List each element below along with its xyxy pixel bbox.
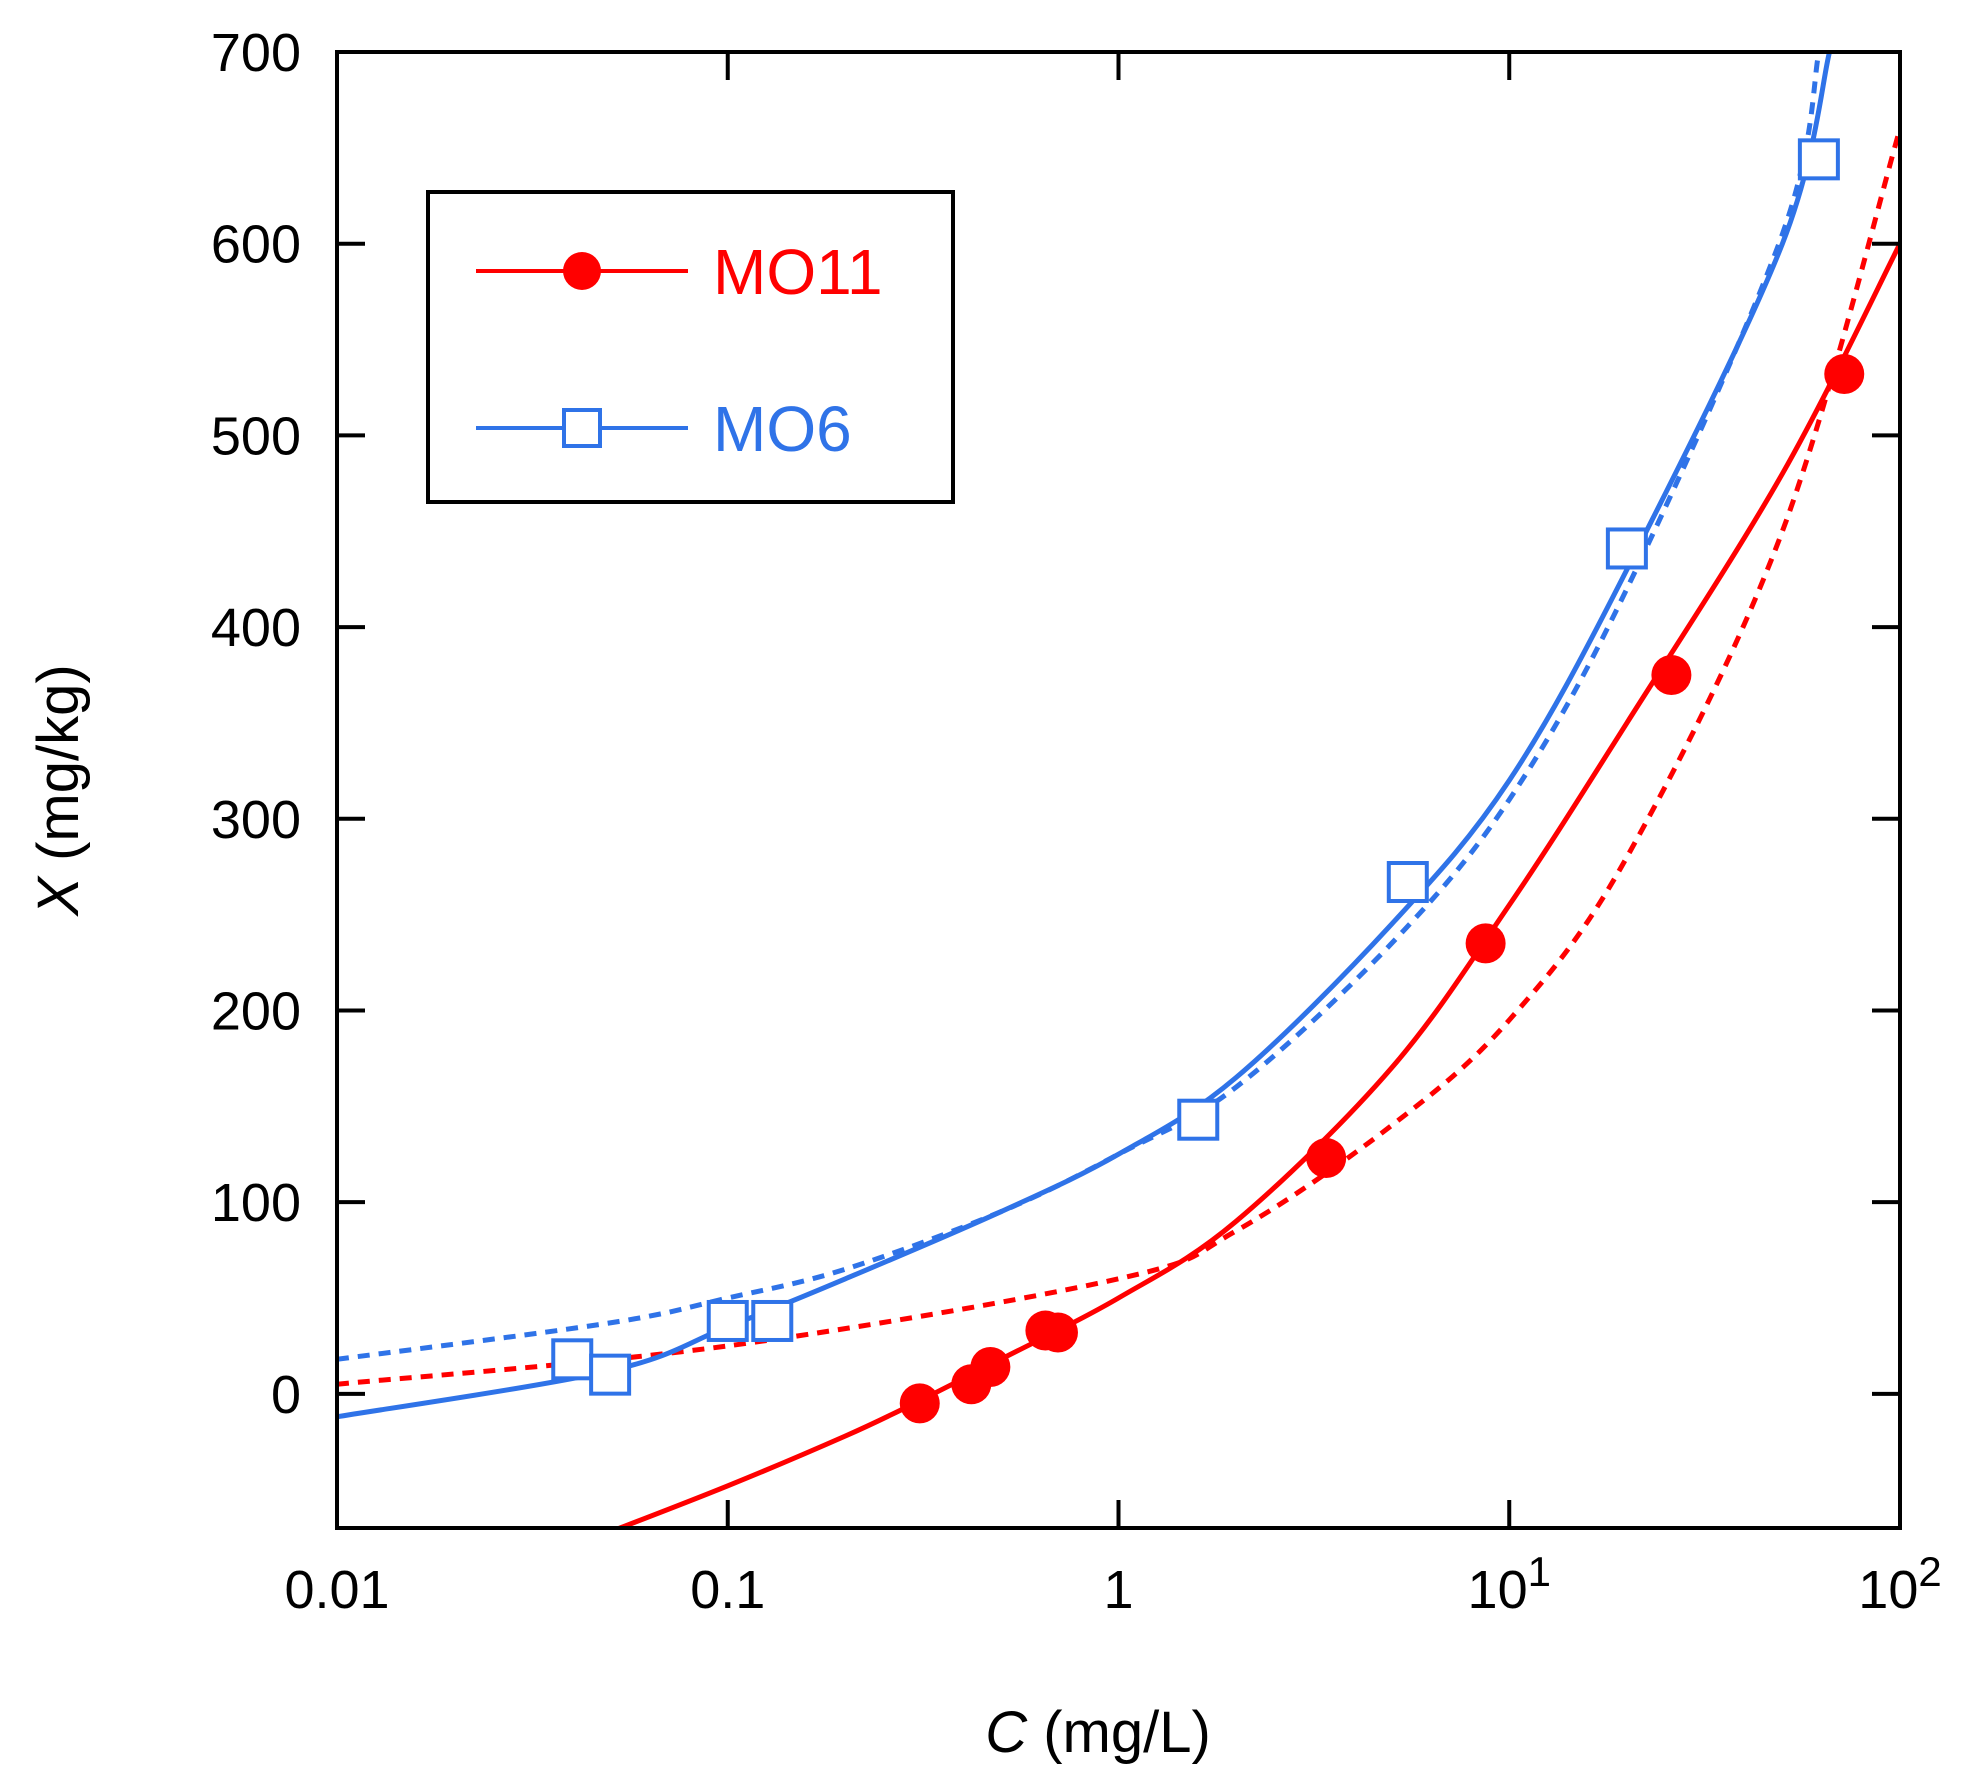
mo6-point xyxy=(1605,527,1648,570)
legend-mo11-marker xyxy=(563,252,601,290)
legend: MO11 MO6 xyxy=(426,190,955,504)
mo11-point xyxy=(1465,923,1506,964)
y-tick-label: 300 xyxy=(211,790,301,850)
y-tick-label: 0 xyxy=(271,1365,301,1425)
mo6-point xyxy=(706,1299,749,1342)
mo11-fit-solid xyxy=(612,242,1900,1528)
mo6-point xyxy=(751,1299,794,1342)
x-tick-label: 0.01 xyxy=(284,1560,389,1620)
mo11-point xyxy=(970,1346,1011,1387)
legend-mo11-label: MO11 xyxy=(713,236,883,308)
mo6-point xyxy=(1386,861,1429,904)
mo6-point xyxy=(551,1338,594,1381)
mo11-point xyxy=(1306,1138,1347,1179)
x-tick-label: 101 xyxy=(1468,1548,1551,1620)
y-axis-title: X (mg/kg) xyxy=(26,664,91,917)
mo11-point xyxy=(1824,354,1865,395)
mo11-point xyxy=(899,1383,940,1424)
legend-mo6-label: MO6 xyxy=(713,393,852,465)
mo11-point xyxy=(1651,654,1692,695)
x-axis-title: C (mg/L) xyxy=(985,1700,1211,1765)
mo11-point xyxy=(1037,1312,1078,1353)
y-tick-label: 100 xyxy=(211,1173,301,1233)
mo6-point xyxy=(1797,138,1840,181)
x-tick-label: 102 xyxy=(1858,1548,1941,1620)
y-tick-label: 700 xyxy=(211,23,301,83)
legend-mo6-marker xyxy=(562,408,602,448)
y-tick-label: 500 xyxy=(211,406,301,466)
legend-box xyxy=(426,190,955,504)
mo6-point xyxy=(1177,1098,1220,1141)
x-tick-label: 1 xyxy=(1103,1560,1133,1620)
x-tick-label: 0.1 xyxy=(690,1560,765,1620)
y-tick-label: 400 xyxy=(211,598,301,658)
axis-ticks xyxy=(335,50,1902,1528)
mo6-point xyxy=(589,1353,632,1396)
y-tick-label: 200 xyxy=(211,981,301,1041)
data-markers xyxy=(551,138,1865,1424)
y-tick-label: 600 xyxy=(211,215,301,275)
axis-tick-labels: 0.01 0.1 1 101 102 0 100 200 300 400 500 600 700 xyxy=(211,23,1942,1620)
